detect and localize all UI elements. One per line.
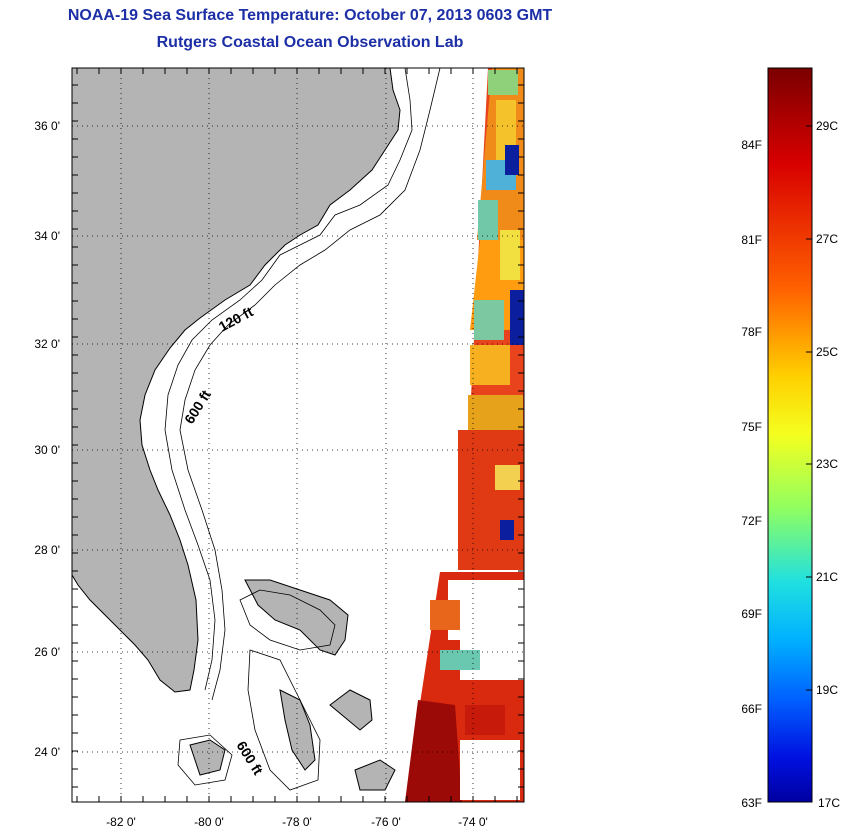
colorbar-f-label: 66F <box>741 702 762 716</box>
graticule <box>72 68 524 802</box>
map-subtitle: Rutgers Coastal Ocean Observation Lab <box>156 34 464 51</box>
lon-tick-label: -78 0' <box>282 815 312 829</box>
lat-tick-label: 36 0' <box>34 119 60 133</box>
colorbar <box>767 67 813 803</box>
colorbar-celsius-labels: 29C 27C 25C 23C 21C 19C 17C <box>816 119 840 810</box>
land-mass <box>72 68 401 693</box>
colorbar-f-label: 75F <box>741 420 762 434</box>
lon-tick-label: -74 0' <box>458 815 488 829</box>
lon-tick-label: -76 0' <box>371 815 401 829</box>
colorbar-c-label: 29C <box>816 119 838 133</box>
axis-ticks <box>72 68 524 802</box>
colorbar-c-label: 23C <box>816 457 838 471</box>
sst-swath <box>405 68 524 802</box>
lat-tick-label: 26 0' <box>34 645 60 659</box>
colorbar-c-label: 17C <box>818 796 840 810</box>
map-title: NOAA-19 Sea Surface Temperature: October… <box>67 7 553 24</box>
lon-tick-label: -80 0' <box>194 815 224 829</box>
colorbar-f-label: 81F <box>741 233 762 247</box>
lat-tick-label: 34 0' <box>34 229 60 243</box>
map-frame <box>71 67 525 803</box>
colorbar-f-label: 78F <box>741 325 762 339</box>
lat-tick-label: 24 0' <box>34 745 60 759</box>
lon-tick-label: -82 0' <box>106 815 136 829</box>
colorbar-c-label: 19C <box>816 683 838 697</box>
lat-tick-label: 32 0' <box>34 337 60 351</box>
colorbar-f-label: 72F <box>741 514 762 528</box>
depth-contours <box>164 68 441 791</box>
colorbar-c-label: 27C <box>816 232 838 246</box>
colorbar-fahrenheit-labels: 84F 81F 78F 75F 72F 69F 66F 63F <box>741 138 762 810</box>
colorbar-c-label: 25C <box>816 345 838 359</box>
lat-tick-label: 30 0' <box>34 443 60 457</box>
latitude-axis: 36 0' 34 0' 32 0' 30 0' 28 0' 26 0' 24 0… <box>34 119 60 759</box>
colorbar-c-label: 21C <box>816 570 838 584</box>
bahamas-islands <box>189 579 396 791</box>
lat-tick-label: 28 0' <box>34 543 60 557</box>
colorbar-f-label: 84F <box>741 138 762 152</box>
longitude-axis: -82 0' -80 0' -78 0' -76 0' -74 0' <box>106 815 488 829</box>
colorbar-ticks <box>806 125 812 691</box>
colorbar-f-label: 63F <box>741 796 762 810</box>
colorbar-f-label: 69F <box>741 607 762 621</box>
